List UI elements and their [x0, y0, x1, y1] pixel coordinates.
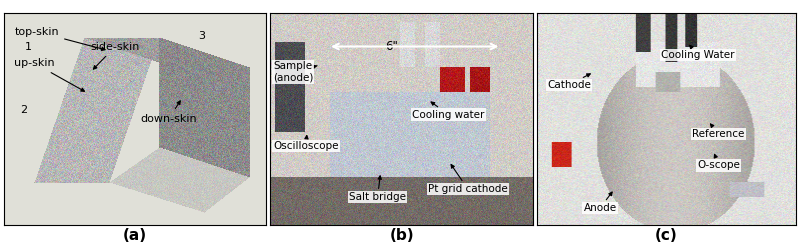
Text: up-skin: up-skin [14, 58, 85, 91]
Text: Reference: Reference [692, 124, 745, 138]
Text: Sample
(anode): Sample (anode) [273, 61, 317, 83]
Text: 2: 2 [20, 105, 27, 115]
Text: Cathode: Cathode [547, 74, 591, 90]
Text: side-skin: side-skin [90, 42, 140, 69]
Text: Cooling Water: Cooling Water [662, 45, 734, 60]
Text: Anode: Anode [583, 192, 617, 213]
Text: down-skin: down-skin [141, 101, 197, 124]
Text: Oscilloscope: Oscilloscope [273, 136, 338, 151]
Text: 3: 3 [198, 31, 205, 41]
Text: (c): (c) [655, 228, 678, 242]
Text: Pt grid cathode: Pt grid cathode [428, 164, 507, 194]
Text: (a): (a) [123, 228, 147, 242]
Text: (b): (b) [390, 228, 414, 242]
Text: 6": 6" [385, 40, 398, 53]
Text: O-scope: O-scope [698, 154, 740, 170]
Text: top-skin: top-skin [14, 26, 105, 50]
Text: Salt bridge: Salt bridge [349, 176, 406, 203]
Text: Cooling water: Cooling water [412, 102, 485, 120]
Text: 1: 1 [25, 42, 32, 51]
